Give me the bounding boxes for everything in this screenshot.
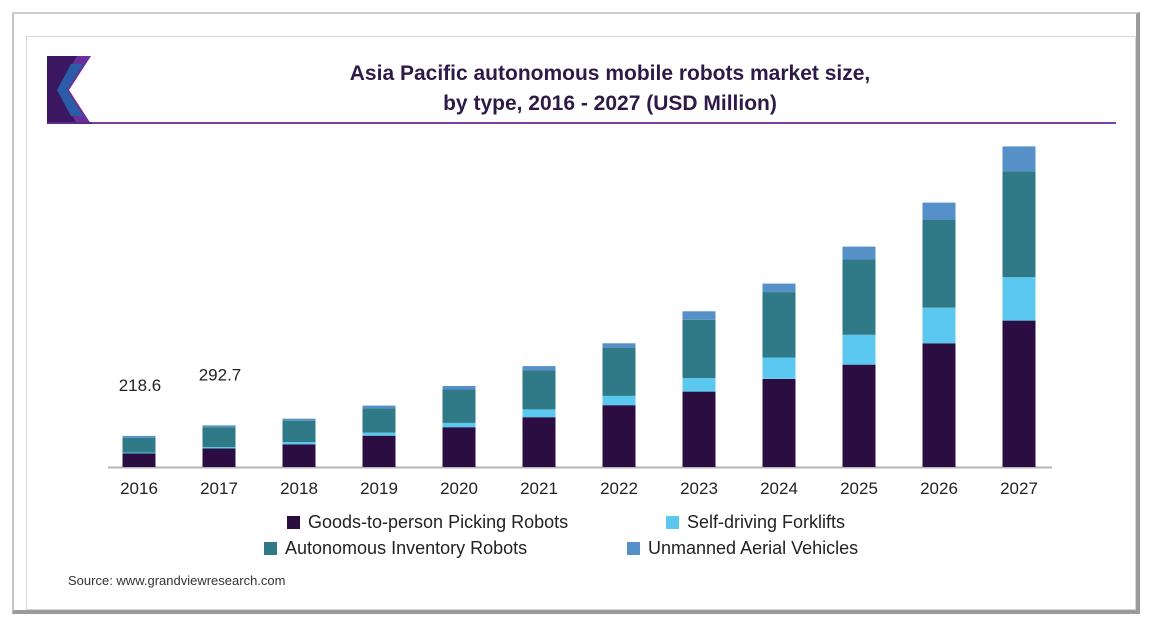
bar-2020-series-4 bbox=[442, 386, 476, 390]
title-rule bbox=[92, 122, 1116, 124]
legend-label-forklifts: Self-driving Forklifts bbox=[687, 512, 846, 532]
source-note: Source: www.grandviewresearch.com bbox=[68, 573, 286, 588]
bar-2023-series-2 bbox=[682, 378, 716, 392]
legend-item-uav: Unmanned Aerial Vehicles bbox=[627, 538, 858, 559]
bar-2026-series-4 bbox=[922, 202, 956, 220]
bar-2021-series-1 bbox=[522, 417, 556, 467]
bar-2023-series-3 bbox=[682, 319, 716, 379]
bar-2021-series-2 bbox=[522, 409, 556, 418]
chart-title-line2: by type, 2016 - 2027 (USD Million) bbox=[443, 92, 777, 115]
bar-2019-series-2 bbox=[362, 432, 396, 436]
bar-2027-series-4 bbox=[1002, 146, 1036, 172]
x-tick-label-2022: 2022 bbox=[600, 479, 638, 498]
chart-title-line1: Asia Pacific autonomous mobile robots ma… bbox=[349, 62, 871, 85]
bar-2027-series-2 bbox=[1002, 277, 1036, 321]
bar-2024-series-3 bbox=[762, 292, 796, 358]
bar-2026-series-2 bbox=[922, 307, 956, 344]
bar-2021-series-3 bbox=[522, 370, 556, 410]
bar-2022-series-3 bbox=[602, 347, 636, 396]
bar-2021-series-4 bbox=[522, 366, 556, 371]
bar-2018-series-4 bbox=[282, 418, 316, 421]
title-rule-left bbox=[47, 122, 92, 124]
bar-2024-series-4 bbox=[762, 283, 796, 293]
x-tick-label-2018: 2018 bbox=[280, 479, 318, 498]
bar-2017-series-1 bbox=[202, 448, 236, 467]
legend-label-uav: Unmanned Aerial Vehicles bbox=[648, 538, 859, 558]
bar-2016-series-1 bbox=[122, 453, 156, 467]
legend-label-inventory: Autonomous Inventory Robots bbox=[285, 538, 528, 558]
x-tick-label-2017: 2017 bbox=[200, 479, 238, 498]
legend-swatch-goods bbox=[287, 516, 300, 529]
x-tick-label-2019: 2019 bbox=[360, 479, 398, 498]
data-label-2017: 292.7 bbox=[199, 365, 242, 384]
bar-2019-series-4 bbox=[362, 405, 396, 409]
legend-label-goods: Goods-to-person Picking Robots bbox=[308, 512, 569, 532]
bar-2022-series-2 bbox=[602, 395, 636, 406]
bar-2026-series-1 bbox=[922, 343, 956, 467]
bar-2027-series-3 bbox=[1002, 171, 1036, 278]
bar-2025-series-3 bbox=[842, 259, 876, 335]
bar-2019-series-1 bbox=[362, 435, 396, 467]
bar-2017-series-2 bbox=[202, 447, 236, 449]
x-tick-label-2021: 2021 bbox=[520, 479, 558, 498]
x-tick-label-2023: 2023 bbox=[680, 479, 718, 498]
bar-2018-series-2 bbox=[282, 442, 316, 445]
bar-2025-series-2 bbox=[842, 334, 876, 365]
bar-2024-series-2 bbox=[762, 357, 796, 379]
x-tick-label-2020: 2020 bbox=[440, 479, 478, 498]
x-tick-label-2026: 2026 bbox=[920, 479, 958, 498]
bar-2026-series-3 bbox=[922, 219, 956, 308]
x-tick-label-2025: 2025 bbox=[840, 479, 878, 498]
bar-2017-series-3 bbox=[202, 427, 236, 448]
legend-swatch-inventory bbox=[264, 542, 277, 555]
brand-logo-icon bbox=[47, 56, 91, 124]
bar-2020-series-3 bbox=[442, 389, 476, 423]
bar-2025-series-4 bbox=[842, 246, 876, 260]
bar-2017-series-4 bbox=[202, 425, 236, 428]
x-tick-label-2024: 2024 bbox=[760, 479, 798, 498]
x-tick-label-2016: 2016 bbox=[120, 479, 158, 498]
legend-item-inventory: Autonomous Inventory Robots bbox=[264, 538, 527, 559]
bar-2025-series-1 bbox=[842, 364, 876, 467]
data-label-2016: 218.6 bbox=[119, 376, 162, 395]
bar-2016-series-2 bbox=[122, 452, 156, 454]
bar-2019-series-3 bbox=[362, 408, 396, 433]
legend-swatch-forklifts bbox=[666, 516, 679, 529]
bar-2016-series-4 bbox=[122, 435, 156, 438]
legend-item-goods: Goods-to-person Picking Robots bbox=[287, 512, 568, 533]
bar-2024-series-1 bbox=[762, 378, 796, 467]
x-tick-label-2027: 2027 bbox=[1000, 479, 1038, 498]
bar-2027-series-1 bbox=[1002, 320, 1036, 467]
bar-2020-series-1 bbox=[442, 427, 476, 467]
bar-2018-series-1 bbox=[282, 444, 316, 467]
legend-swatch-uav bbox=[627, 542, 640, 555]
bar-2020-series-2 bbox=[442, 422, 476, 428]
bar-2023-series-1 bbox=[682, 391, 716, 467]
bar-2022-series-4 bbox=[602, 343, 636, 348]
bar-2023-series-4 bbox=[682, 311, 716, 320]
bar-2018-series-3 bbox=[282, 420, 316, 442]
legend-item-forklifts: Self-driving Forklifts bbox=[666, 512, 845, 533]
bar-2022-series-1 bbox=[602, 405, 636, 467]
bar-2016-series-3 bbox=[122, 437, 156, 453]
